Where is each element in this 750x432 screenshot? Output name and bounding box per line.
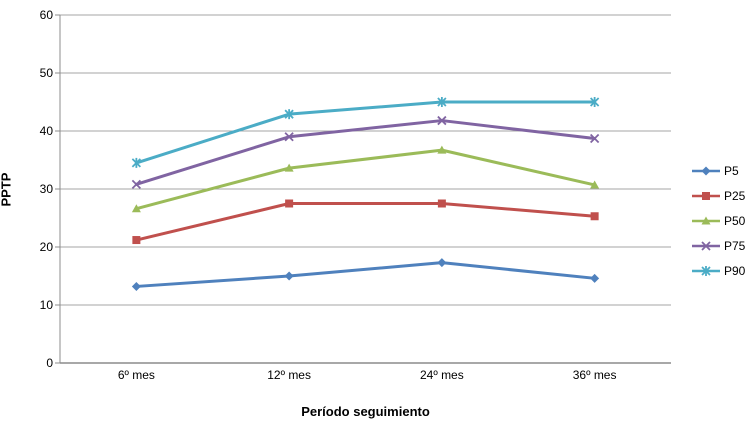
marker-triangle xyxy=(701,216,711,225)
y-tick-label: 40 xyxy=(39,124,53,138)
legend-label: P5 xyxy=(724,164,739,178)
legend-marker-asterisk xyxy=(692,266,720,276)
legend-item-p50: P50 xyxy=(691,214,745,228)
y-axis-title: PPTP xyxy=(0,172,14,207)
legend-marker-triangle xyxy=(692,216,720,225)
marker-square xyxy=(590,212,599,221)
x-tick-label: 12º mes xyxy=(267,368,311,382)
marker-diamond xyxy=(284,271,294,281)
legend-label: P90 xyxy=(724,264,746,278)
marker-diamond xyxy=(701,166,711,176)
series-line-p90 xyxy=(134,100,597,165)
series-line-p50 xyxy=(134,148,597,211)
legend-label: P50 xyxy=(724,214,746,228)
x-tick-label: 24º mes xyxy=(420,368,464,382)
series-line-p5 xyxy=(134,261,597,288)
marker-diamond xyxy=(590,273,600,283)
y-tick-label: 60 xyxy=(39,8,53,22)
marker-triangle xyxy=(284,163,294,172)
marker-asterisk xyxy=(131,157,142,168)
legend-item-p75: P75 xyxy=(691,239,745,253)
marker-square xyxy=(132,236,141,245)
x-tick-label: 6º mes xyxy=(117,368,155,382)
marker-triangle xyxy=(590,180,600,189)
legend-marker-square xyxy=(692,192,720,200)
marker-diamond xyxy=(437,258,447,268)
marker-asterisk xyxy=(589,97,600,107)
marker-x xyxy=(701,241,711,251)
y-tick-label: 50 xyxy=(39,66,53,80)
y-tick-label: 20 xyxy=(39,240,53,254)
marker-square xyxy=(702,192,710,200)
marker-triangle xyxy=(437,145,447,154)
y-tick-label: 10 xyxy=(39,298,53,312)
marker-x xyxy=(437,115,447,126)
y-tick-label: 0 xyxy=(46,356,53,370)
series-line-p75 xyxy=(134,119,597,186)
legend-marker-diamond xyxy=(692,166,720,176)
legend-marker-x xyxy=(692,241,720,251)
marker-square xyxy=(437,199,446,208)
legend-item-p25: P25 xyxy=(691,189,745,203)
marker-asterisk xyxy=(284,109,294,120)
marker-x xyxy=(131,179,142,189)
legend-label: P75 xyxy=(724,239,746,253)
legend-item-p5: P5 xyxy=(691,164,745,178)
x-tick-label: 36º mes xyxy=(572,368,617,382)
marker-x xyxy=(284,132,294,142)
series-line-p25 xyxy=(134,202,597,242)
marker-diamond xyxy=(131,281,141,291)
marker-square xyxy=(285,199,294,208)
y-tick-label: 30 xyxy=(39,182,53,196)
marker-asterisk xyxy=(701,266,711,276)
legend-item-p90: P90 xyxy=(691,264,745,278)
x-axis-title: Período seguimiento xyxy=(301,404,430,419)
marker-x xyxy=(589,133,600,144)
legend-label: P25 xyxy=(724,189,746,203)
marker-asterisk xyxy=(437,97,447,107)
legend: P5 P25 P50 P75 P90 xyxy=(691,164,745,289)
marker-triangle xyxy=(131,204,141,213)
